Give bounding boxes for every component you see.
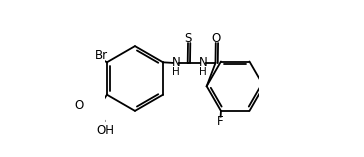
Text: OH: OH (96, 124, 114, 137)
Text: N: N (199, 56, 207, 69)
Text: Br: Br (95, 49, 108, 62)
Text: O: O (211, 32, 220, 45)
Text: H: H (172, 67, 180, 77)
Text: F: F (217, 115, 223, 128)
Text: H: H (199, 67, 207, 77)
Text: N: N (172, 56, 181, 69)
Text: S: S (184, 32, 192, 45)
Text: O: O (75, 99, 84, 112)
